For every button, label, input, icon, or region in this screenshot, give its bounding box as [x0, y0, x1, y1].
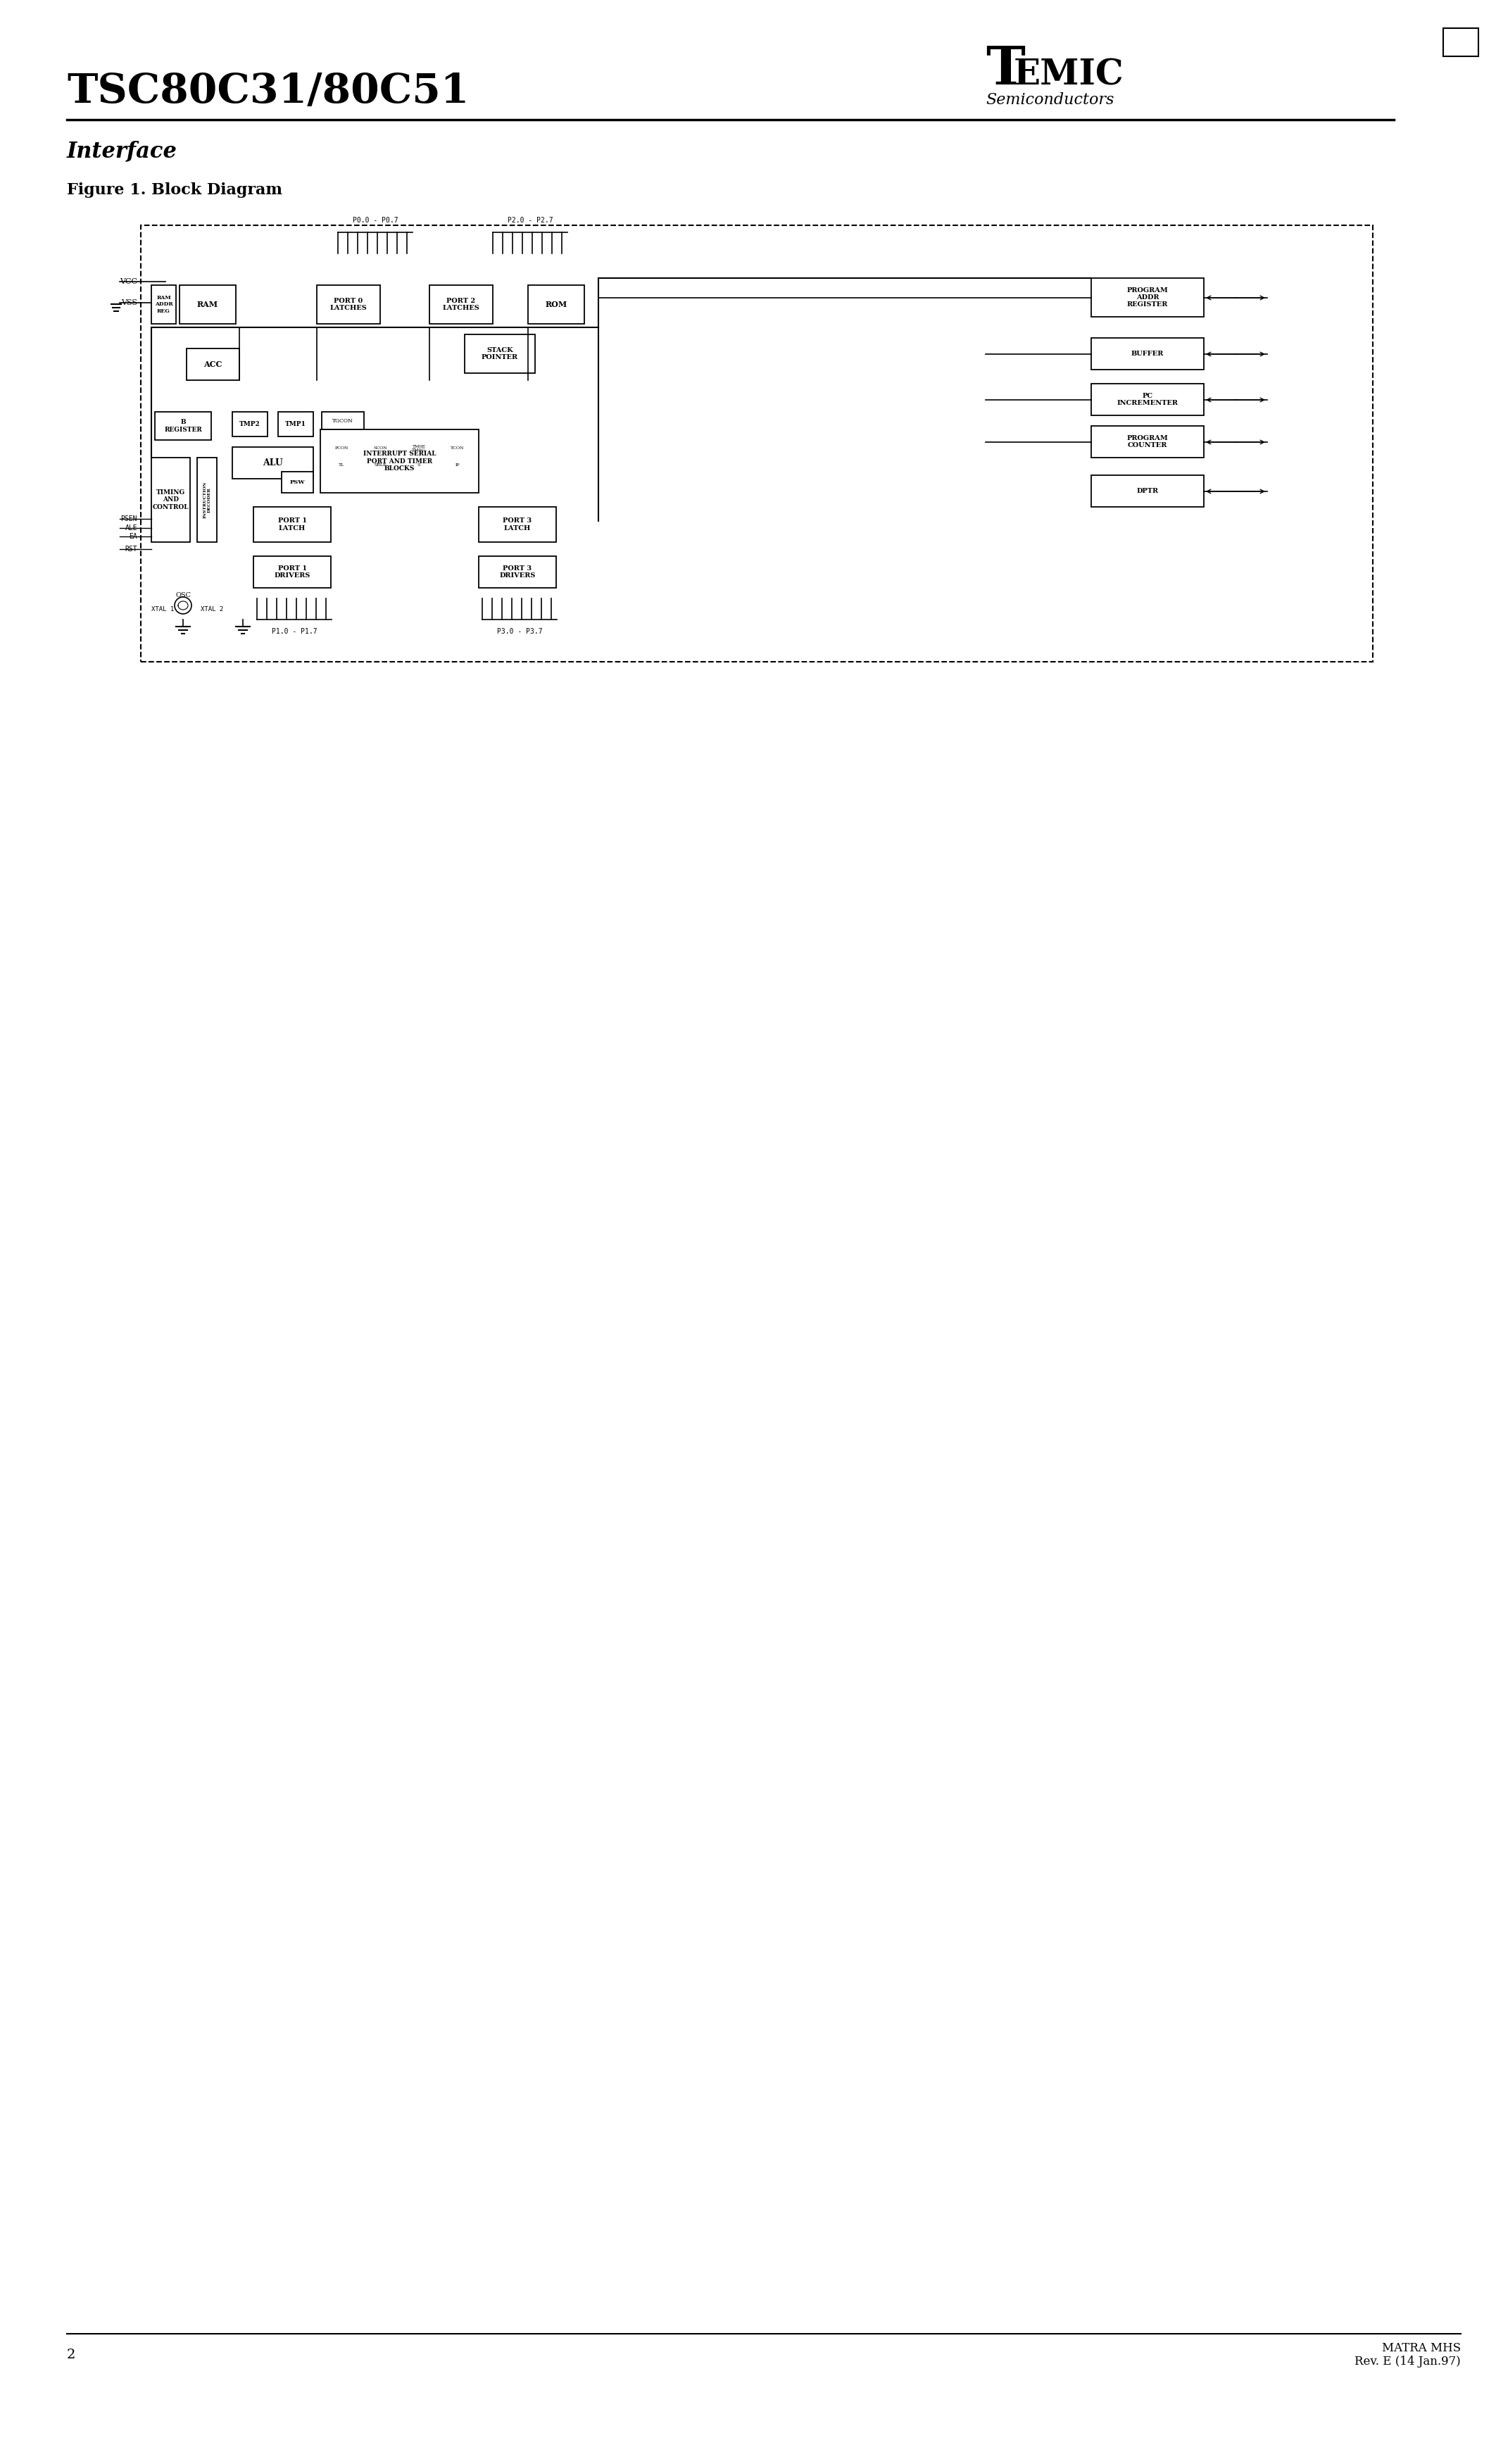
Text: PROGRAM
ADDR
REGISTER: PROGRAM ADDR REGISTER	[1126, 286, 1168, 308]
Text: MATRA MHS
Rev. E (14 Jan.97): MATRA MHS Rev. E (14 Jan.97)	[1355, 2341, 1460, 2368]
Bar	[323, 441, 359, 456]
Text: SBLE: SBLE	[374, 463, 386, 466]
Bar	[401, 441, 437, 456]
Text: SCON: SCON	[374, 446, 387, 451]
Text: PORT 3
LATCH: PORT 3 LATCH	[503, 517, 533, 532]
Text: ALE: ALE	[124, 525, 138, 532]
Text: TMP1: TMP1	[286, 421, 307, 426]
Text: PORT 1
DRIVERS: PORT 1 DRIVERS	[274, 564, 310, 579]
Text: PSW: PSW	[290, 480, 305, 485]
Text: BUFFER: BUFFER	[1131, 350, 1164, 357]
Text: PROGRAM
COUNTER: PROGRAM COUNTER	[1126, 436, 1168, 448]
Bar	[253, 557, 331, 589]
Text: T: T	[986, 44, 1025, 96]
Text: PORT 1
LATCH: PORT 1 LATCH	[278, 517, 307, 532]
Text: TIMING
AND
CONTROL: TIMING AND CONTROL	[153, 490, 188, 510]
Bar	[362, 441, 398, 456]
Bar	[1444, 27, 1478, 57]
Text: OSC: OSC	[175, 591, 191, 599]
Bar	[232, 446, 313, 478]
Text: VSS: VSS	[121, 298, 138, 306]
Text: TMP2: TMP2	[239, 421, 260, 426]
Text: Figure 1. Block Diagram: Figure 1. Block Diagram	[67, 182, 283, 197]
Bar	[187, 347, 239, 379]
Text: ALU: ALU	[263, 458, 283, 468]
Bar	[180, 286, 236, 323]
Bar	[429, 286, 492, 323]
Bar	[278, 411, 313, 436]
Text: Semiconductors: Semiconductors	[986, 91, 1115, 108]
Text: B
REGISTER: B REGISTER	[165, 419, 202, 434]
Text: P1.0 - P1.7: P1.0 - P1.7	[272, 628, 317, 636]
Bar	[317, 286, 380, 323]
Bar	[528, 286, 585, 323]
Text: S: S	[417, 463, 420, 466]
Bar	[440, 441, 476, 456]
Bar	[1091, 476, 1204, 508]
Bar	[156, 411, 211, 441]
Text: ROM: ROM	[545, 301, 567, 308]
Bar	[479, 508, 557, 542]
Bar	[253, 508, 331, 542]
Bar	[1091, 278, 1204, 318]
Bar	[232, 411, 268, 436]
Text: EA: EA	[129, 532, 138, 540]
Text: ACC: ACC	[203, 360, 223, 367]
Bar	[479, 557, 557, 589]
Text: 2: 2	[67, 2348, 76, 2361]
Text: DPTR: DPTR	[1137, 488, 1158, 495]
Text: TM0E
TM0G: TM0E TM0G	[411, 444, 426, 453]
Text: PORT 0
LATCHES: PORT 0 LATCHES	[331, 298, 367, 310]
Text: Interface: Interface	[67, 140, 178, 163]
Bar	[1091, 338, 1204, 370]
Text: PSEN: PSEN	[121, 515, 138, 522]
Text: XTAL 2: XTAL 2	[200, 606, 223, 611]
Bar	[320, 429, 479, 493]
Text: PORT 3
DRIVERS: PORT 3 DRIVERS	[500, 564, 536, 579]
Text: TSC80C31/80C51: TSC80C31/80C51	[67, 71, 470, 111]
Text: TCON: TCON	[450, 446, 464, 451]
Text: IP: IP	[455, 463, 459, 466]
Bar	[322, 411, 364, 429]
Bar	[281, 471, 313, 493]
Text: TL: TL	[338, 463, 344, 466]
Bar	[197, 458, 217, 542]
Text: VCC: VCC	[120, 278, 138, 286]
Bar	[1091, 426, 1204, 458]
Bar	[1091, 384, 1204, 416]
Bar	[465, 335, 536, 372]
Text: RAM
ADDR
REG: RAM ADDR REG	[154, 296, 172, 313]
Text: XTAL 1: XTAL 1	[151, 606, 174, 611]
Text: INTERRUPT SERIAL
PORT AND TIMER
BLOCKS: INTERRUPT SERIAL PORT AND TIMER BLOCKS	[364, 451, 435, 471]
Text: P3.0 - P3.7: P3.0 - P3.7	[497, 628, 543, 636]
Text: P0.0 - P0.7: P0.0 - P0.7	[353, 217, 398, 224]
Bar	[141, 224, 1373, 663]
Text: RST: RST	[124, 545, 138, 552]
Bar	[151, 458, 190, 542]
Text: STACK
POINTER: STACK POINTER	[482, 347, 518, 360]
Text: TGCON: TGCON	[332, 419, 353, 424]
Text: PC
INCREMENTER: PC INCREMENTER	[1118, 392, 1179, 407]
Text: PORT 2
LATCHES: PORT 2 LATCHES	[443, 298, 480, 310]
Text: INSTRUCTION
DECODER: INSTRUCTION DECODER	[203, 480, 211, 517]
Text: P2.0 - P2.7: P2.0 - P2.7	[507, 217, 554, 224]
Text: RAM: RAM	[197, 301, 218, 308]
Bar	[151, 286, 177, 323]
Text: EMIC: EMIC	[1014, 59, 1123, 94]
Text: PCON: PCON	[335, 446, 349, 451]
